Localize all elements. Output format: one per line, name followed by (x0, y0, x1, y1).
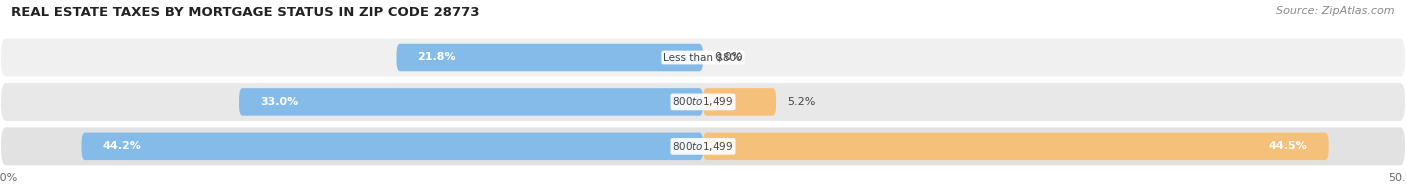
Text: 33.0%: 33.0% (260, 97, 298, 107)
Text: 44.2%: 44.2% (103, 141, 142, 151)
FancyBboxPatch shape (0, 82, 1406, 122)
FancyBboxPatch shape (0, 126, 1406, 166)
FancyBboxPatch shape (82, 132, 703, 160)
Text: REAL ESTATE TAXES BY MORTGAGE STATUS IN ZIP CODE 28773: REAL ESTATE TAXES BY MORTGAGE STATUS IN … (11, 6, 479, 19)
Text: $800 to $1,499: $800 to $1,499 (672, 95, 734, 108)
FancyBboxPatch shape (0, 37, 1406, 77)
Text: 5.2%: 5.2% (787, 97, 815, 107)
Text: Source: ZipAtlas.com: Source: ZipAtlas.com (1277, 6, 1395, 16)
FancyBboxPatch shape (396, 44, 703, 71)
Text: 21.8%: 21.8% (418, 53, 456, 63)
FancyBboxPatch shape (703, 132, 1329, 160)
FancyBboxPatch shape (703, 88, 776, 116)
Text: Less than $800: Less than $800 (664, 53, 742, 63)
FancyBboxPatch shape (239, 88, 703, 116)
Text: 44.5%: 44.5% (1268, 141, 1308, 151)
Text: $800 to $1,499: $800 to $1,499 (672, 140, 734, 153)
Text: 0.0%: 0.0% (714, 53, 742, 63)
